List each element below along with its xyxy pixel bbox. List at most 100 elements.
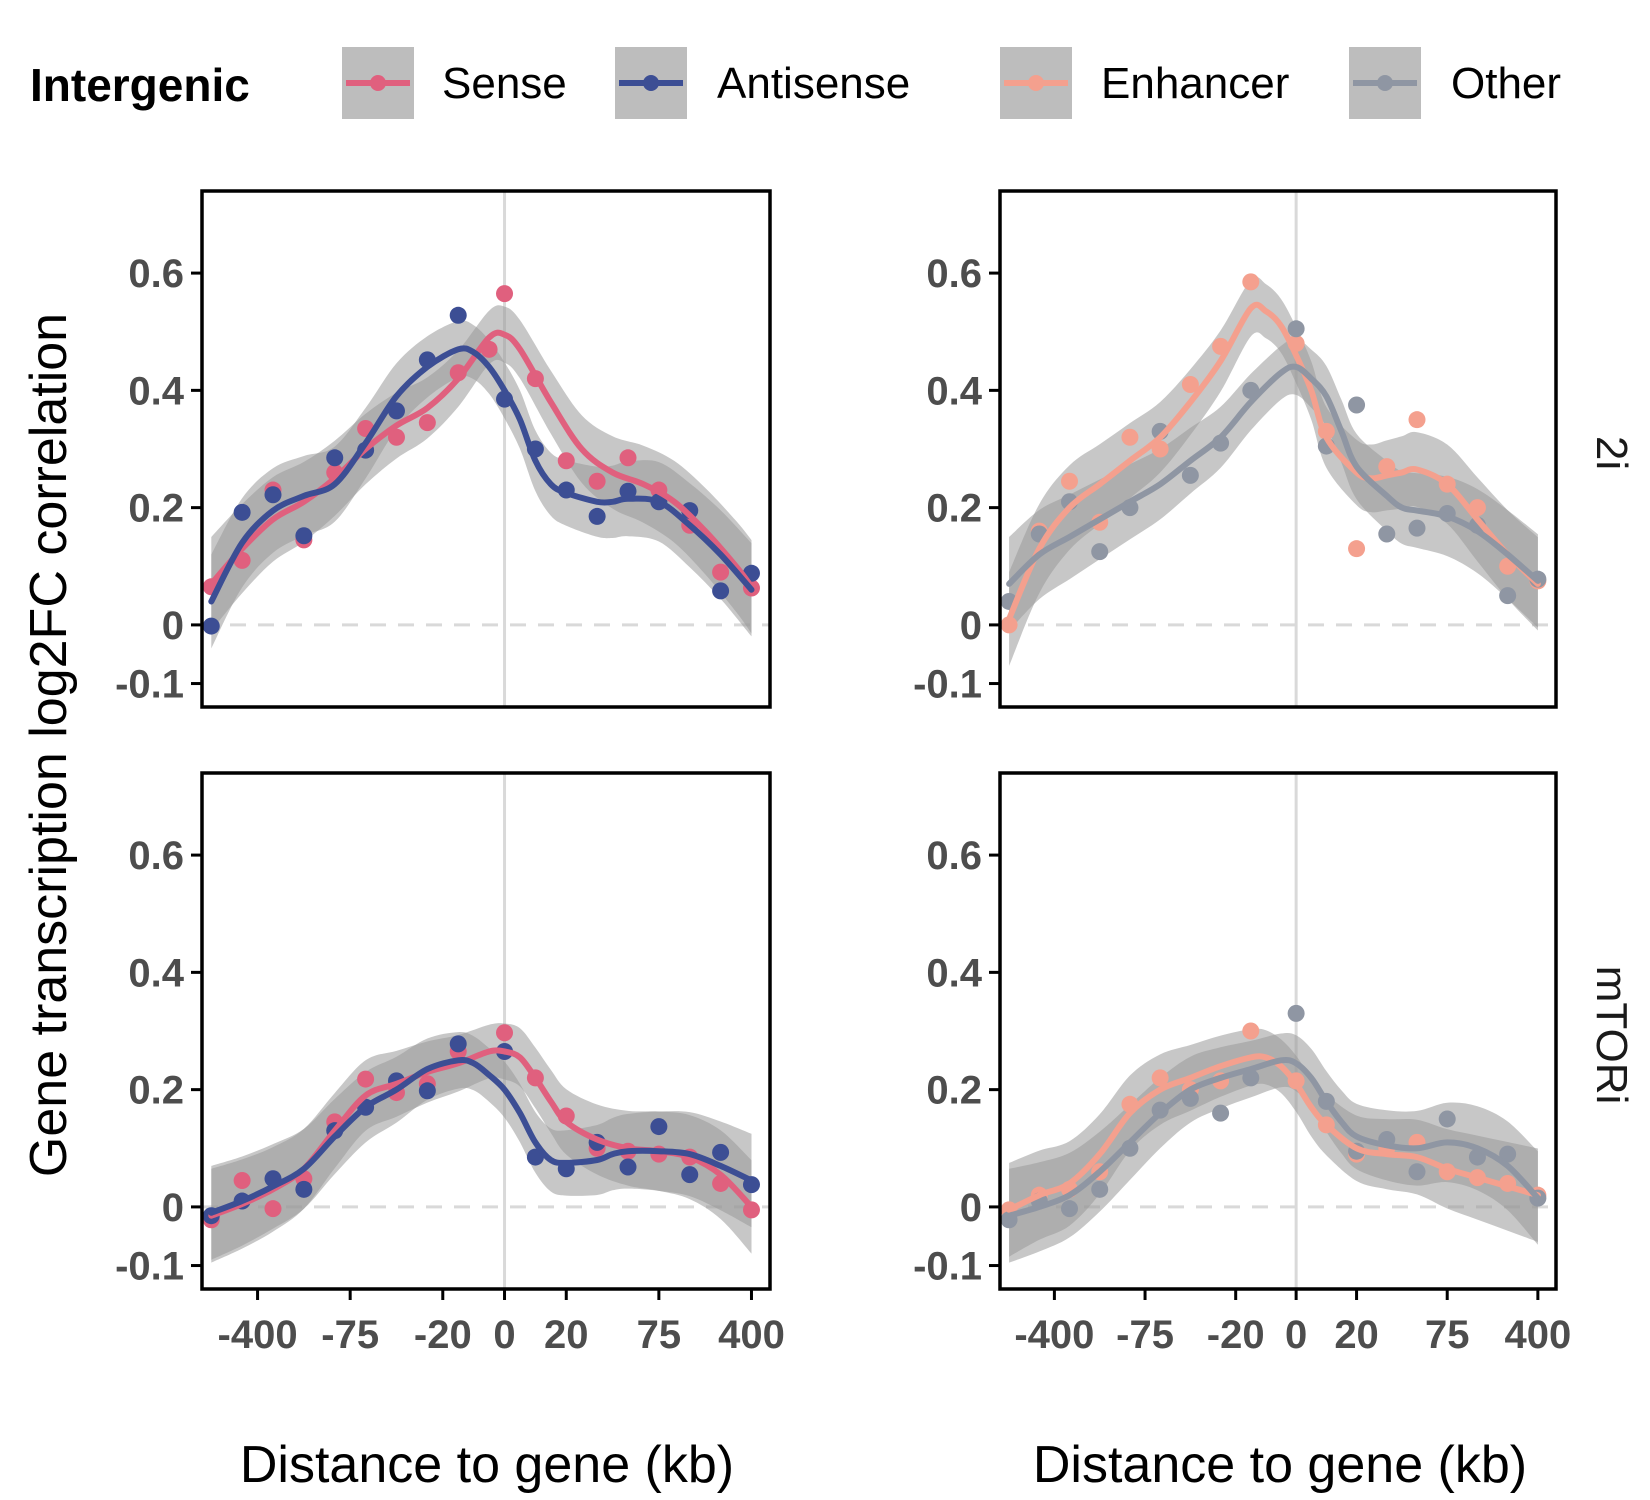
point-antisense <box>588 507 606 525</box>
ci-band-antisense <box>211 320 752 649</box>
point-enhancer <box>1348 540 1366 558</box>
ci-band-enhancer <box>1009 1028 1538 1257</box>
y-tick-label: 0.4 <box>926 951 982 995</box>
x-tick-label: -75 <box>1116 1313 1174 1357</box>
y-tick-label: 0.4 <box>128 369 184 413</box>
point-other <box>1091 543 1109 561</box>
panel-mtori-col1: -0.1 0 0.2 0.4 0.6 -400 -75 -20 0 20 75 400 <box>913 771 1571 1357</box>
point-other <box>1061 1200 1078 1218</box>
row-strip-label-2i: 2i <box>1587 436 1636 470</box>
y-tick-label: 0 <box>960 604 982 648</box>
panel-content <box>202 1023 760 1263</box>
point-sense <box>233 1172 251 1190</box>
panels: -0.1 0 0.2 0.4 0.6 -0.1 0 0.2 0.4 0.6 -0.1 0 0.2 0.4 0… <box>115 189 1571 1357</box>
y-tick-label: 0 <box>960 1186 982 1230</box>
point-antisense <box>619 482 637 500</box>
row-strip-label-mtori: mTORi <box>1587 966 1636 1105</box>
point-sense <box>357 1070 375 1088</box>
point-enhancer <box>1408 411 1426 429</box>
point-antisense <box>418 1082 436 1100</box>
y-axis-title: Gene transcription log2FC correlation <box>20 313 78 1177</box>
point-other <box>1212 1104 1230 1122</box>
fit-line-antisense <box>208 345 755 605</box>
legend: Intergenic Sense Antisense Enhancer Othe… <box>30 47 1561 119</box>
panel-2i-col1: -0.1 0 0.2 0.4 0.6 <box>913 189 1558 709</box>
y-tick-label: 0.6 <box>926 252 982 296</box>
point-enhancer <box>1181 376 1199 393</box>
legend-label-other: Other <box>1451 59 1561 108</box>
x-axis-title-right: Distance to gene (kb) <box>1033 1436 1527 1494</box>
legend-title: Intergenic <box>30 59 250 111</box>
panel-border <box>998 771 1558 1291</box>
y-tick-label: 0.2 <box>926 487 982 531</box>
ci-band-antisense <box>211 1032 752 1260</box>
point-sense <box>588 472 606 490</box>
point-antisense <box>619 1158 637 1176</box>
y-tick-label: 0.2 <box>926 1069 982 1113</box>
fit-line-sense <box>208 329 755 590</box>
y-tick-label: 0 <box>162 1186 184 1230</box>
x-axis-title-left: Distance to gene (kb) <box>240 1436 734 1494</box>
point-antisense <box>712 582 730 600</box>
fit-line-other <box>1006 1056 1541 1219</box>
point-other <box>1287 320 1305 338</box>
legend-item-other: Other <box>1349 47 1561 119</box>
ci-band-other <box>1009 1032 1538 1263</box>
y-tick-label: 0.4 <box>128 951 184 995</box>
fit-line-other <box>1006 363 1541 587</box>
point-antisense <box>295 527 313 545</box>
point-enhancer <box>1121 428 1139 446</box>
legend-key-dot-antisense <box>643 75 659 91</box>
point-sense <box>387 428 405 446</box>
panel-mtori-col0: -0.1 0 0.2 0.4 0.6 -400 -75 -20 0 20 75 400 <box>115 771 785 1357</box>
point-other <box>1091 1180 1109 1198</box>
point-other <box>1181 466 1199 484</box>
point-antisense <box>650 1118 668 1136</box>
point-enhancer <box>1378 458 1396 476</box>
point-antisense <box>449 1035 467 1053</box>
x-tick-label: -20 <box>414 1313 472 1357</box>
panel-content <box>202 285 760 649</box>
x-tick-label: -400 <box>218 1313 298 1357</box>
point-sense <box>619 449 637 467</box>
point-other <box>1378 525 1396 543</box>
panel-2i-col0: -0.1 0 0.2 0.4 0.6 <box>115 189 772 709</box>
x-tick-label: 20 <box>1334 1313 1379 1357</box>
y-tick-label: 0.6 <box>128 834 184 878</box>
y-tick-label: 0.2 <box>128 1069 184 1113</box>
point-enhancer <box>1242 1022 1260 1040</box>
point-antisense <box>233 503 251 521</box>
point-antisense <box>295 1180 313 1198</box>
x-tick-label: 20 <box>544 1313 589 1357</box>
panel-border <box>200 189 772 709</box>
point-other <box>1499 1145 1517 1163</box>
point-other <box>1499 587 1517 605</box>
point-enhancer <box>1061 472 1078 490</box>
panel-content <box>1000 273 1547 666</box>
ci-band-enhancer <box>1009 276 1538 666</box>
point-antisense <box>326 449 344 467</box>
y-tick-label: -0.1 <box>115 1245 184 1289</box>
point-antisense <box>712 1143 730 1161</box>
y-tick-label: -0.1 <box>115 663 184 707</box>
ci-band-sense <box>211 1023 752 1263</box>
point-sense <box>712 563 730 581</box>
x-tick-label: 0 <box>493 1313 515 1357</box>
point-other <box>1348 396 1366 414</box>
point-antisense <box>202 617 220 635</box>
y-tick-label: -0.1 <box>913 663 982 707</box>
y-tick-label: 0.2 <box>128 487 184 531</box>
fit-line-antisense <box>208 1056 755 1216</box>
point-antisense <box>681 1166 699 1184</box>
legend-item-enhancer: Enhancer <box>1000 47 1289 119</box>
y-tick-label: 0.6 <box>926 834 982 878</box>
legend-key-dot-sense <box>370 75 386 91</box>
point-other <box>1408 519 1426 537</box>
point-enhancer <box>1151 1069 1169 1087</box>
point-other <box>1438 1110 1456 1128</box>
legend-label-sense: Sense <box>442 59 567 108</box>
point-sense <box>557 452 575 470</box>
ci-band-other <box>1009 338 1538 631</box>
point-antisense <box>264 486 282 504</box>
